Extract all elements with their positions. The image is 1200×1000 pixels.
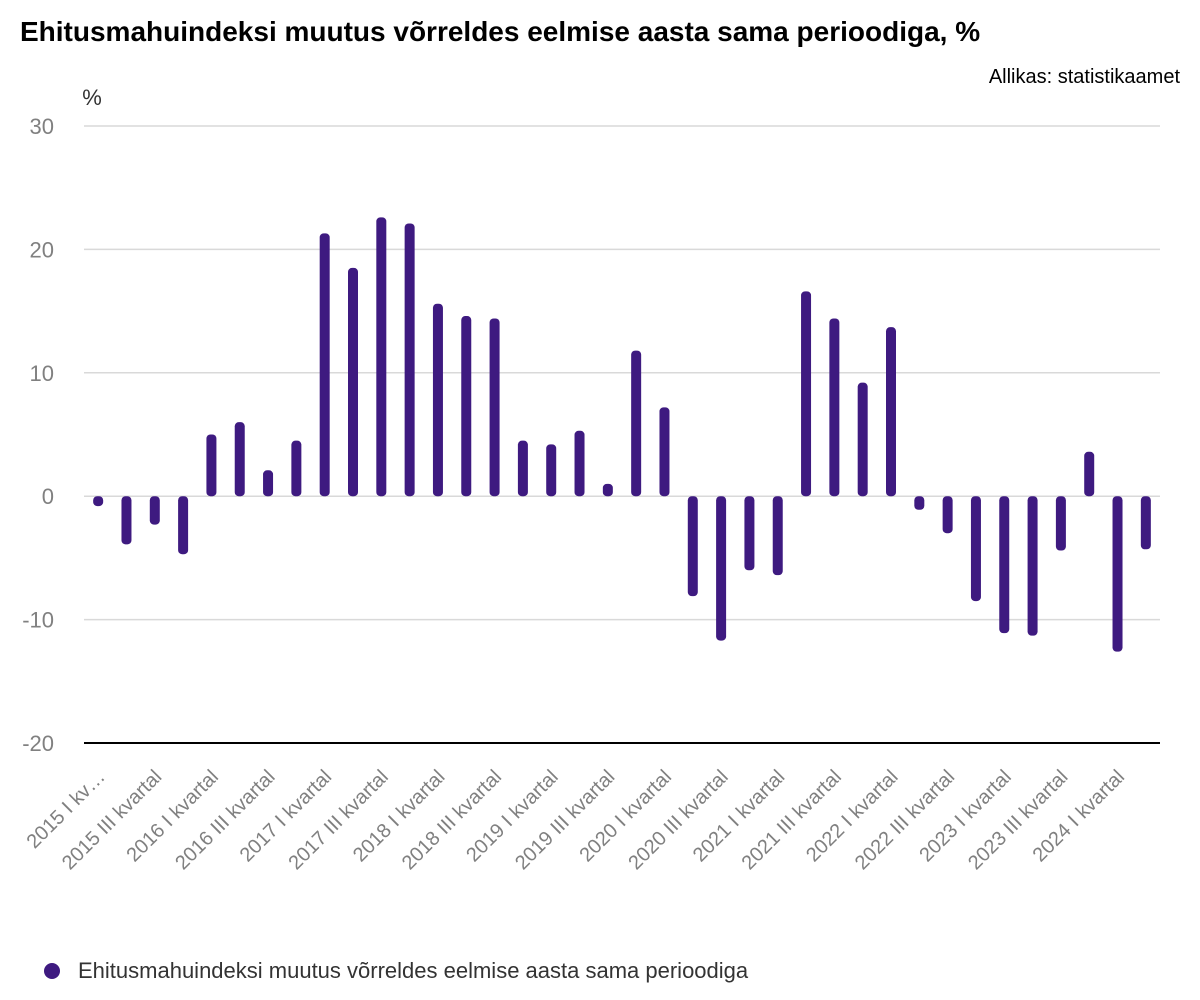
legend-marker-icon bbox=[44, 963, 60, 979]
bar[interactable] bbox=[772, 496, 783, 576]
bar[interactable] bbox=[829, 318, 840, 497]
bar[interactable] bbox=[489, 318, 500, 497]
bar[interactable] bbox=[93, 496, 104, 507]
bar[interactable] bbox=[149, 496, 160, 525]
bar[interactable] bbox=[631, 350, 642, 497]
y-tick-label: 30 bbox=[30, 114, 54, 139]
bar[interactable] bbox=[546, 444, 557, 497]
x-tick-label: 2016 III kvartal bbox=[171, 766, 279, 874]
bar-chart: % 30 20 10 0 -10 -20 2015 I kv…2015 III kvart… bbox=[22, 85, 1160, 874]
bar[interactable] bbox=[1112, 496, 1123, 652]
bar[interactable] bbox=[404, 223, 415, 497]
bar[interactable] bbox=[291, 440, 302, 497]
y-axis-ticks: 30 20 10 0 -10 -20 bbox=[22, 114, 54, 756]
bar[interactable] bbox=[1140, 496, 1151, 550]
bar[interactable] bbox=[1084, 451, 1095, 497]
bar[interactable] bbox=[886, 327, 896, 497]
bar[interactable] bbox=[602, 483, 613, 497]
bar[interactable] bbox=[432, 303, 443, 497]
y-tick-label: -10 bbox=[22, 608, 54, 633]
legend: Ehitusmahuindeksi muutus võrreldes eelmi… bbox=[44, 958, 748, 984]
grid-lines bbox=[84, 125, 1160, 744]
bar[interactable] bbox=[206, 434, 217, 497]
x-tick-label: 2020 III kvartal bbox=[624, 766, 732, 874]
chart-title: Ehitusmahuindeksi muutus võrreldes eelmi… bbox=[20, 16, 981, 47]
y-axis-label: % bbox=[82, 85, 102, 110]
bar[interactable] bbox=[1027, 496, 1038, 636]
bar[interactable] bbox=[857, 382, 868, 497]
bar[interactable] bbox=[687, 496, 698, 597]
y-tick-label: 20 bbox=[30, 237, 54, 262]
chart-source: Allikas: statistikaamet bbox=[988, 66, 1180, 88]
x-tick-label: 2017 III kvartal bbox=[285, 766, 393, 874]
bar[interactable] bbox=[178, 496, 189, 555]
bar[interactable] bbox=[970, 496, 981, 602]
y-tick-label: -20 bbox=[22, 731, 54, 756]
bar[interactable] bbox=[659, 407, 670, 497]
bar[interactable] bbox=[319, 233, 330, 497]
y-tick-label: 10 bbox=[30, 361, 54, 386]
bar[interactable] bbox=[999, 496, 1010, 634]
x-tick-label: 2015 III kvartal bbox=[58, 766, 166, 874]
bars bbox=[93, 217, 1151, 652]
bar[interactable] bbox=[1055, 496, 1066, 551]
bar[interactable] bbox=[517, 440, 528, 497]
bar[interactable] bbox=[574, 430, 585, 497]
x-tick-label: 2023 III kvartal bbox=[964, 766, 1072, 874]
y-tick-label: 0 bbox=[42, 484, 54, 509]
bar[interactable] bbox=[376, 217, 387, 497]
legend-label: Ehitusmahuindeksi muutus võrreldes eelmi… bbox=[78, 958, 749, 983]
bar[interactable] bbox=[263, 470, 274, 497]
bar[interactable] bbox=[942, 496, 953, 534]
bar[interactable] bbox=[348, 267, 358, 497]
x-tick-label: 2018 III kvartal bbox=[398, 766, 506, 874]
x-tick-label: 2021 III kvartal bbox=[738, 766, 846, 874]
x-tick-label: 2019 III kvartal bbox=[511, 766, 619, 874]
bar[interactable] bbox=[716, 496, 727, 641]
bar[interactable] bbox=[234, 422, 245, 497]
bar[interactable] bbox=[801, 291, 812, 497]
x-tick-label: 2022 III kvartal bbox=[851, 766, 959, 874]
bar[interactable] bbox=[744, 496, 755, 571]
bar[interactable] bbox=[914, 496, 925, 510]
bar[interactable] bbox=[461, 316, 472, 497]
bar[interactable] bbox=[121, 496, 132, 545]
